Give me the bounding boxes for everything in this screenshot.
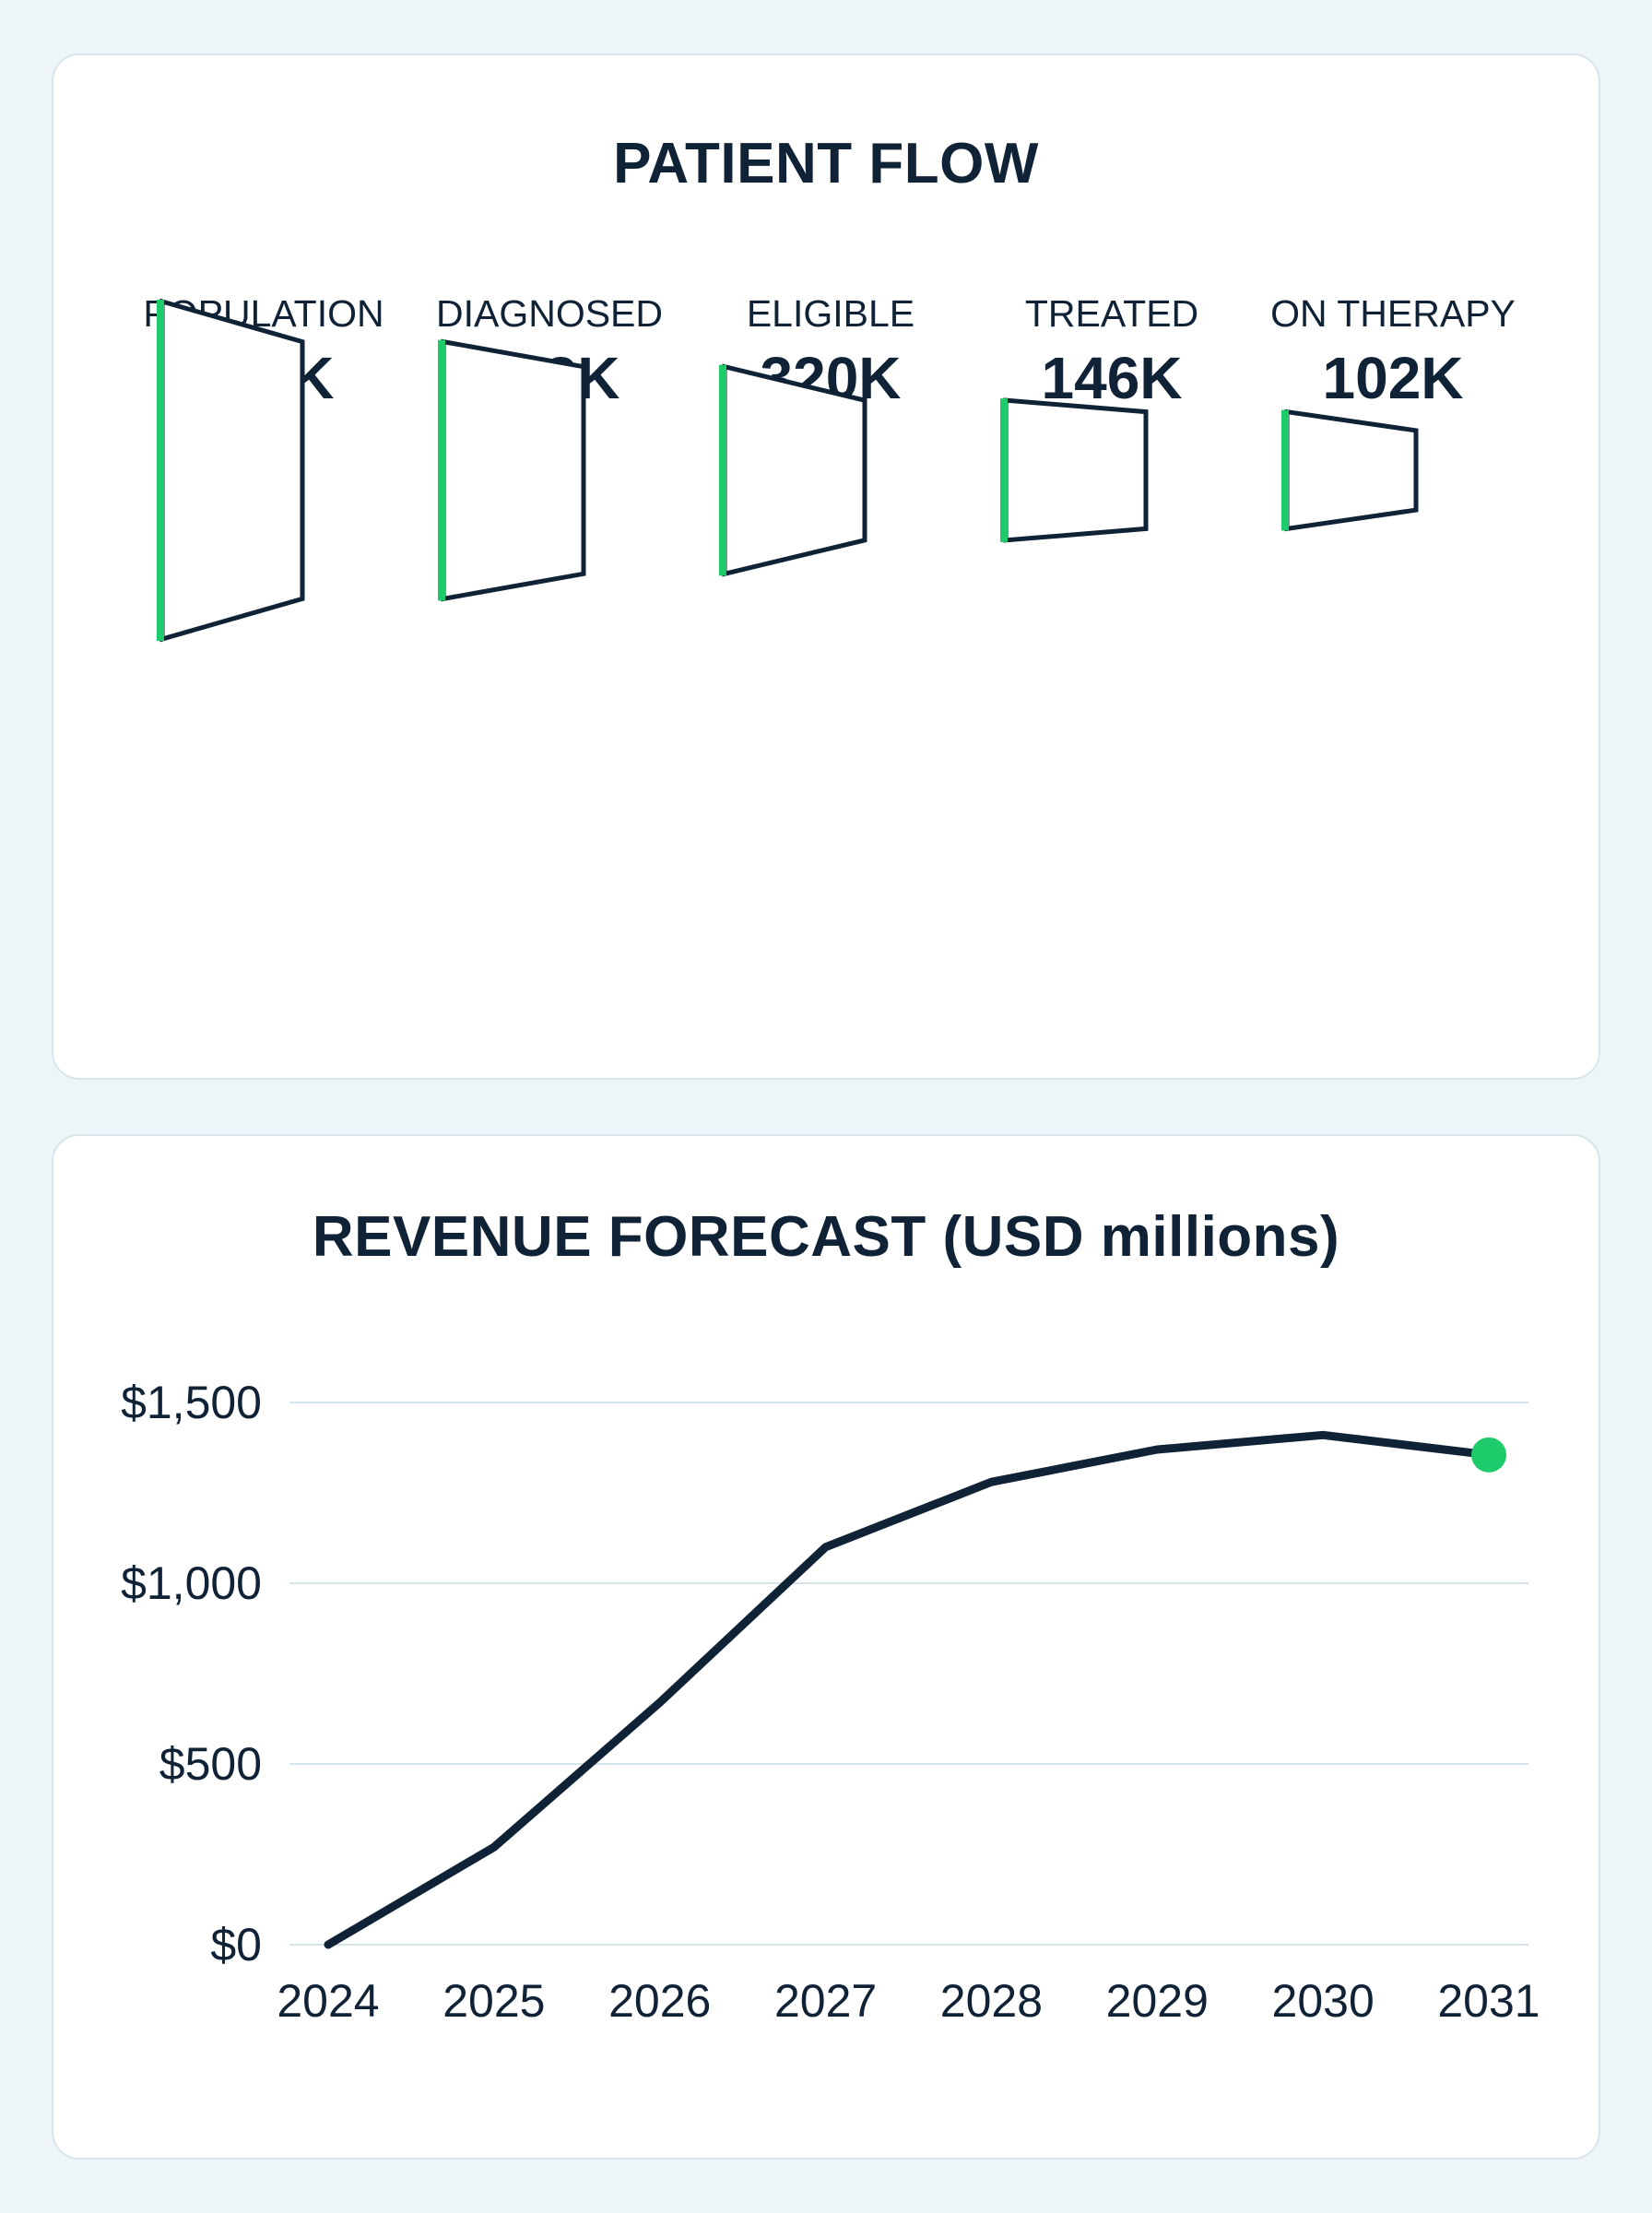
x-tick-label: 2029 xyxy=(1106,1975,1209,2027)
funnel-stage-5 xyxy=(1281,408,1419,532)
stage-on-therapy: ON THERAPY 102K xyxy=(1259,291,1527,411)
stage-label: DIAGNOSED xyxy=(435,292,664,335)
patient-flow-funnel xyxy=(157,298,1419,643)
funnel-segment xyxy=(441,338,586,602)
funnel-segment xyxy=(722,363,867,577)
funnel-stage-2 xyxy=(438,338,586,602)
stage-label: ELIGIBLE xyxy=(746,292,915,335)
revenue-forecast-card: REVENUE FORECAST (USD millions) $0 $500 $1… xyxy=(52,1134,1600,2160)
x-tick-label: 2026 xyxy=(608,1975,711,2027)
x-tick-label: 2025 xyxy=(442,1975,545,2027)
revenue-last-point xyxy=(1471,1437,1506,1473)
stage-label: TREATED xyxy=(1024,292,1199,335)
stage-value: 146K xyxy=(1041,345,1183,412)
patient-flow-card: PATIENT FLOW POPULATION 850K DIAGNOSED 4… xyxy=(52,53,1600,1080)
patient-flow-title: PATIENT FLOW xyxy=(613,132,1039,195)
funnel-accent-bar xyxy=(719,364,726,576)
revenue-forecast-title: REVENUE FORECAST (USD millions) xyxy=(312,1205,1340,1269)
x-tick-label: 2027 xyxy=(774,1975,877,2027)
y-tick-label: $1,000 xyxy=(121,1557,262,1609)
stage-value: 102K xyxy=(1322,345,1464,412)
x-tick-label: 2030 xyxy=(1272,1975,1375,2027)
funnel-accent-bar xyxy=(438,339,445,601)
funnel-segment xyxy=(1003,397,1149,543)
revenue-line-chart: $0 $500 $1,000 $1,500 2024 2025 2026 2027 2028 20… xyxy=(121,1377,1540,2027)
y-tick-label: $1,500 xyxy=(121,1377,262,1428)
funnel-stage-4 xyxy=(1000,397,1149,543)
stage-treated: TREATED 146K xyxy=(978,291,1245,411)
funnel-accent-bar xyxy=(1000,398,1008,542)
funnel-segment xyxy=(159,298,305,643)
funnel-stage-3 xyxy=(719,363,867,577)
x-tick-label: 2031 xyxy=(1437,1975,1540,2027)
revenue-line xyxy=(324,1430,1493,1949)
x-tick-label: 2028 xyxy=(940,1975,1043,2027)
funnel-accent-bar xyxy=(1281,409,1289,531)
y-tick-label: $500 xyxy=(159,1738,262,1790)
funnel-segment xyxy=(1284,408,1419,532)
y-tick-label: $0 xyxy=(210,1919,262,1970)
funnel-accent-bar xyxy=(157,300,164,641)
funnel-stage-1 xyxy=(157,298,305,643)
x-tick-label: 2024 xyxy=(277,1975,379,2027)
stage-label: ON THERAPY xyxy=(1270,292,1516,335)
